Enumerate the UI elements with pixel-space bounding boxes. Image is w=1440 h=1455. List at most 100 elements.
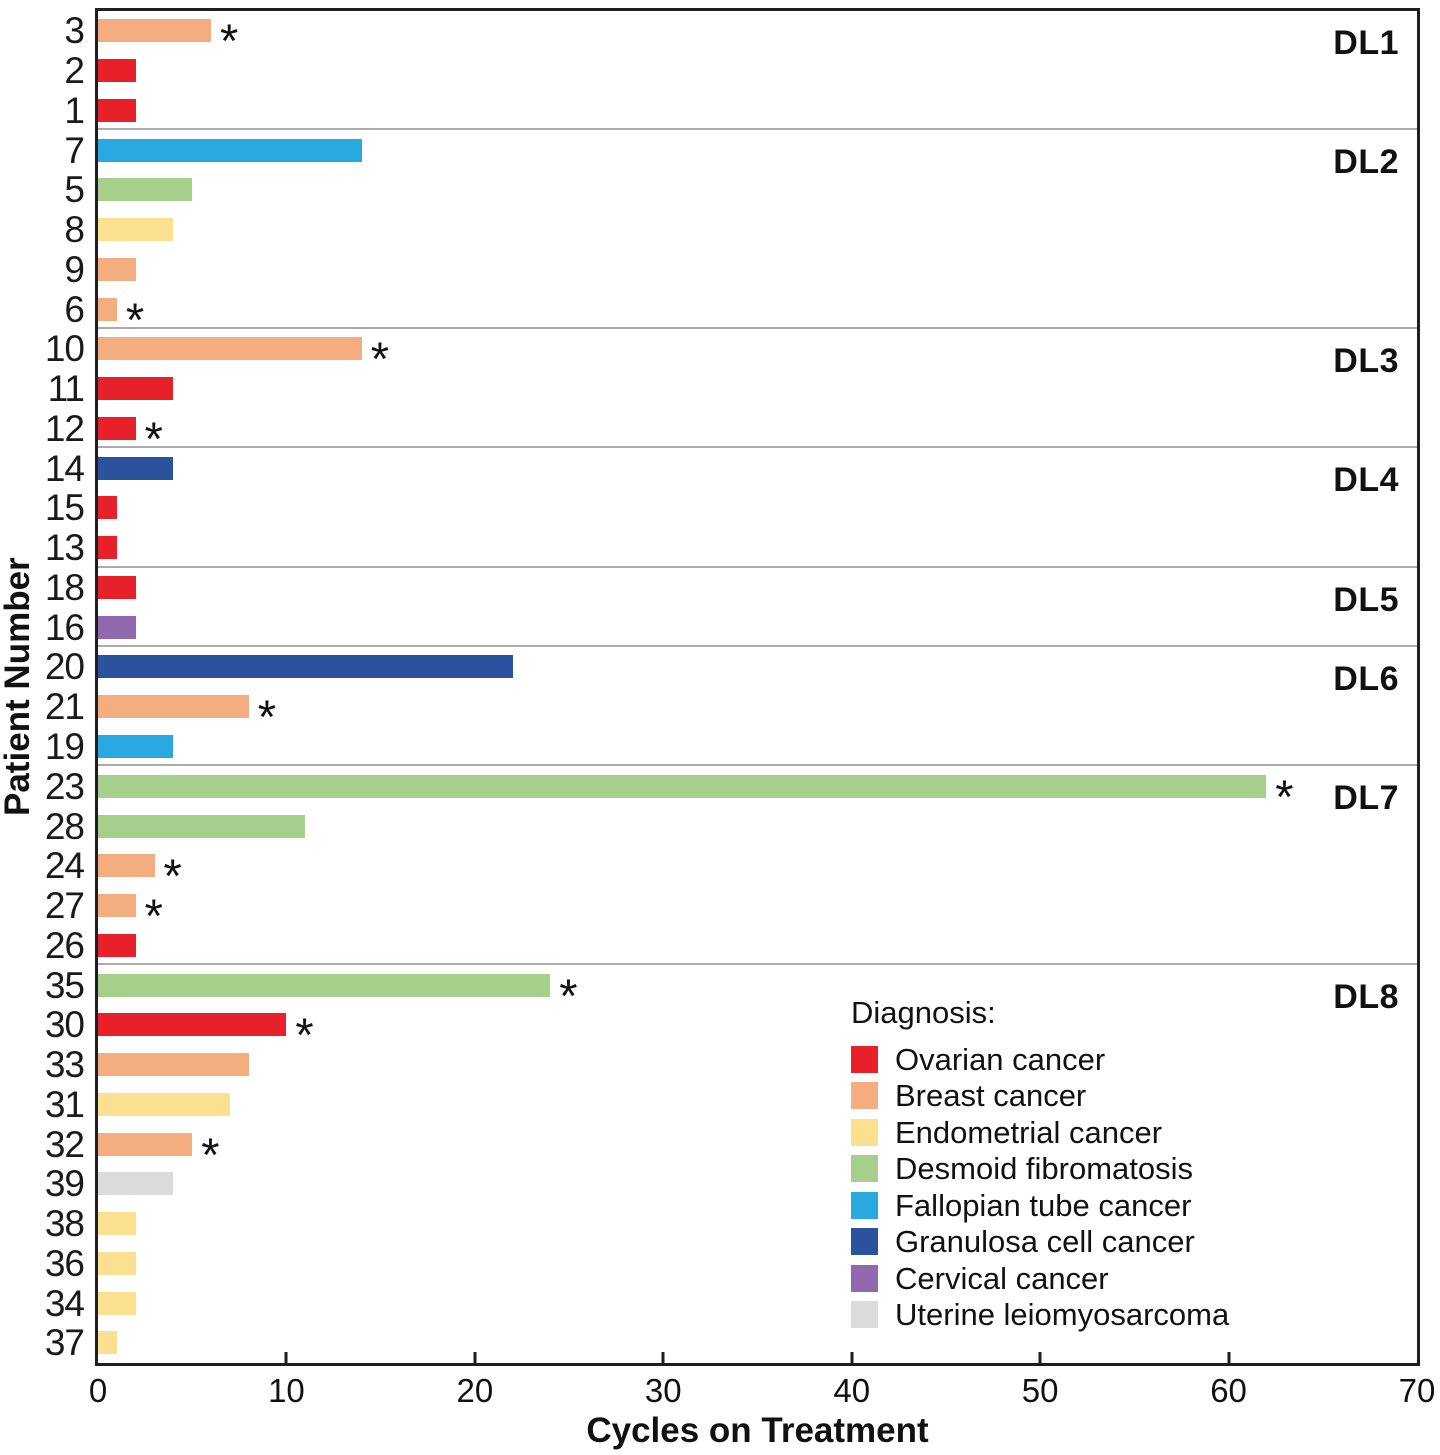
patient-number-label: 8 (64, 209, 85, 251)
legend-item-label: Uterine leiomyosarcoma (895, 1297, 1230, 1333)
legend-item: Granulosa cell cancer (851, 1224, 1271, 1261)
treatment-bar (98, 456, 174, 480)
treatment-bar (98, 1092, 230, 1116)
legend-color-swatch (851, 1118, 878, 1146)
legend-item: Desmoid fibromatosis (851, 1151, 1271, 1188)
x-tick-mark (661, 1352, 665, 1363)
legend-item-label: Endometrial cancer (895, 1114, 1163, 1150)
patient-number-label: 2 (64, 50, 85, 92)
treatment-bar (98, 973, 551, 997)
treatment-bar (98, 1212, 136, 1236)
x-tick-label: 50 (1021, 1372, 1059, 1409)
legend-color-swatch (851, 1301, 878, 1329)
x-tick-label: 10 (268, 1372, 305, 1409)
patient-row: 14 (45, 448, 1417, 488)
legend-color-swatch (851, 1045, 878, 1073)
treatment-bar (98, 1331, 117, 1355)
patient-number-label: 30 (44, 1004, 85, 1046)
patient-number-label: 39 (44, 1163, 85, 1205)
patient-row: 12 * (45, 409, 1417, 462)
legend-color-swatch (851, 1264, 878, 1292)
dose-level-label: DL1 (1333, 24, 1399, 62)
treatment-bar (98, 337, 362, 361)
treatment-bar (98, 854, 155, 878)
patient-number-label: 37 (44, 1322, 85, 1364)
patient-row: 31 (45, 1084, 1417, 1124)
patient-row: 23 * (45, 766, 1417, 820)
x-tick-label: 60 (1210, 1372, 1247, 1409)
legend: Diagnosis: Ovarian cancer Breast cancer En… (851, 995, 1271, 1333)
treatment-bar (98, 575, 136, 599)
patient-number-label: 5 (64, 169, 85, 211)
x-tick-mark (1227, 1352, 1231, 1363)
treatment-bar (98, 218, 174, 242)
patient-number-label: 19 (44, 725, 85, 767)
treatment-bar (98, 297, 117, 321)
patient-row: 28 (45, 806, 1417, 846)
legend-item: Uterine leiomyosarcoma (851, 1297, 1271, 1334)
off-treatment-asterisk: * (125, 292, 145, 346)
legend-item-label: Desmoid fibromatosis (895, 1151, 1194, 1187)
patient-row: 37 (45, 1323, 1417, 1363)
patient-row: 9 (64, 250, 1417, 290)
off-treatment-asterisk: * (220, 14, 239, 68)
treatment-bar (98, 377, 174, 401)
patient-row: 33 (45, 1045, 1417, 1085)
off-treatment-asterisk: * (295, 1008, 314, 1062)
dose-level-band: DL2 7 5 8 9 6 * (64, 130, 1417, 343)
patient-number-label: 36 (44, 1242, 85, 1284)
patient-row: 6 * (64, 289, 1417, 343)
treatment-bar (98, 19, 212, 43)
patient-row: 24 * (45, 846, 1417, 899)
treatment-bar (98, 615, 136, 639)
off-treatment-asterisk: * (1275, 769, 1294, 823)
patient-row: 11 (48, 369, 1417, 409)
patient-row: 16 (45, 607, 1417, 647)
legend-item: Breast cancer (851, 1078, 1271, 1115)
legend-color-swatch (851, 1155, 878, 1183)
patient-row: 36 (45, 1243, 1417, 1283)
legend-item: Ovarian cancer (851, 1041, 1271, 1078)
patient-row: 30 * (45, 1005, 1417, 1058)
patient-row: 10 * (45, 329, 1417, 382)
x-axis-title: Cycles on Treatment (586, 1411, 929, 1450)
patient-row: 19 (45, 727, 1417, 767)
patient-number-label: 9 (64, 248, 85, 290)
x-tick-label: 30 (644, 1372, 682, 1409)
patient-row: 32 * (45, 1124, 1417, 1178)
patient-row: 7 (64, 130, 1417, 170)
x-tick-label: 40 (833, 1372, 871, 1409)
dose-level-band: DL5 18 16 (45, 568, 1417, 648)
treatment-bar (98, 734, 174, 758)
patient-number-label: 10 (44, 328, 85, 370)
x-tick-mark (850, 1352, 854, 1363)
dose-level-label: DL2 (1333, 143, 1399, 182)
legend-color-swatch (851, 1082, 878, 1110)
treatment-bar (98, 774, 1267, 798)
legend-color-swatch (851, 1191, 878, 1219)
patient-number-label: 11 (47, 368, 85, 410)
off-treatment-asterisk: * (144, 411, 163, 465)
off-treatment-asterisk: * (201, 1127, 220, 1181)
legend-item: Endometrial cancer (851, 1114, 1271, 1151)
treatment-bar (98, 98, 136, 122)
patient-row: 21 * (45, 687, 1417, 740)
patient-number-label: 32 (44, 1123, 85, 1165)
dose-level-bands: DL1 3 * 2 1 DL2 7 5 8 9 6 * DL3 10 * 11 12 * DL4 14 15 13 DL5 1… (45, 11, 1417, 1363)
legend-item-label: Cervical cancer (895, 1260, 1109, 1296)
dose-level-label: DL5 (1333, 580, 1399, 619)
treatment-bar (98, 178, 193, 202)
x-tick-label: 70 (1398, 1372, 1436, 1409)
treatment-bar (98, 814, 306, 838)
patient-row: 20 (45, 647, 1417, 687)
legend-item-label: Breast cancer (895, 1078, 1087, 1114)
legend-item: Cervical cancer (851, 1260, 1271, 1297)
treatment-bar (98, 416, 136, 440)
patient-row: 1 (64, 91, 1417, 131)
patient-number-label: 23 (44, 765, 85, 807)
treatment-bar (98, 894, 136, 917)
patient-number-label: 15 (44, 487, 85, 529)
patient-row: 39 (45, 1164, 1417, 1204)
patient-number-label: 27 (44, 885, 85, 926)
patient-number-label: 26 (44, 924, 85, 966)
